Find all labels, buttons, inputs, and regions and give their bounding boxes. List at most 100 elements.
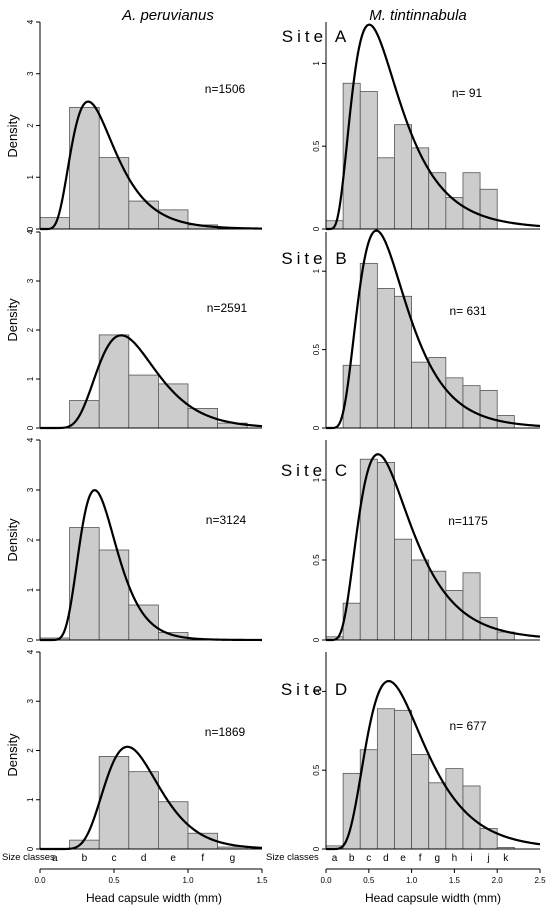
histogram-bar — [428, 782, 447, 850]
histogram-bar — [445, 197, 464, 230]
y-tick-label: 0 — [26, 637, 35, 642]
size-classes-title-right: Size classes — [266, 852, 319, 863]
size-classes-title-left: Size classes — [2, 852, 55, 863]
site-label-a: Site A — [282, 27, 350, 46]
histogram-bar — [411, 754, 430, 850]
size-class-label: c — [366, 853, 371, 864]
x-tick-label: 1.5 — [449, 876, 461, 885]
y-tick-label: 3 — [26, 71, 35, 76]
y-tick-label: 0.5 — [312, 764, 321, 776]
y-axis-label-a: Density — [5, 114, 20, 158]
histogram-bar — [128, 200, 159, 230]
y-tick-label: 0 — [312, 637, 321, 642]
y-tick-label: 0 — [312, 226, 321, 231]
y-tick-label: 0 — [312, 846, 321, 851]
y-tick-label: 1 — [312, 689, 321, 694]
density-curve — [40, 100, 263, 231]
y-tick-label: 4 — [26, 437, 35, 442]
size-class-label: g — [434, 853, 440, 864]
sample-size-label: n= 91 — [452, 86, 483, 100]
density-curve — [326, 679, 541, 851]
y-tick-label: 0 — [312, 425, 321, 430]
size-class-label: d — [383, 853, 389, 864]
panels-layer: 0 1 2 3 4 n=1506 0 0.5 1 n= 91 0 1 2 3 4 n=2591 0 0.5 1 n= … — [26, 19, 546, 885]
size-class-label: a — [332, 853, 338, 864]
density-curve — [326, 453, 541, 642]
panel-b-left: 0 1 2 3 4 n=2591 — [26, 229, 263, 430]
sample-size-label: n=1869 — [205, 725, 246, 739]
y-tick-label: 1 — [312, 61, 321, 66]
histogram-bar — [69, 106, 100, 230]
panel-d-left: 0 1 2 3 4 n=1869 a b c d e f g 0.0 0.5 1.0 1.5 — [26, 649, 268, 885]
density-curve — [326, 229, 541, 430]
histogram-bar — [128, 374, 159, 429]
size-class-label: f — [419, 853, 422, 864]
histogram-bar — [98, 756, 130, 850]
x-tick-label: 1.5 — [256, 876, 268, 885]
panel-d-right: 0 0.5 1 n= 677 a b c d e f g h i j k 0.0 0.5 1.0 1.5 2.0 2.5 — [312, 652, 546, 885]
panel-c-right: 0 0.5 1 n=1175 — [312, 440, 541, 642]
panel-a-left: 0 1 2 3 4 n=1506 — [26, 19, 263, 231]
y-tick-label: 3 — [26, 278, 35, 283]
y-tick-label: 1 — [26, 376, 35, 381]
y-tick-label: 4 — [26, 229, 35, 234]
x-tick-label: 1.0 — [182, 876, 194, 885]
histogram-bar — [342, 772, 361, 850]
histogram-bar — [98, 334, 130, 429]
histogram-bar — [394, 538, 413, 641]
x-tick-label: 2.0 — [492, 876, 504, 885]
sample-size-label: n=1175 — [448, 514, 488, 528]
left-column-title: A. peruvianus — [121, 7, 214, 24]
histogram-bar — [376, 157, 395, 230]
size-class-label: c — [112, 853, 117, 864]
x-tick-label: 1.0 — [406, 876, 418, 885]
density-curve — [326, 23, 541, 231]
x-tick-label: 0.0 — [34, 876, 46, 885]
size-class-label: b — [82, 853, 88, 864]
histogram-bar — [445, 768, 464, 850]
histogram-bar — [359, 458, 378, 641]
x-axis-label-left: Head capsule width (mm) — [86, 891, 222, 905]
x-tick-label: 0.5 — [363, 876, 375, 885]
y-tick-label: 2 — [26, 537, 35, 542]
size-class-label: e — [170, 853, 176, 864]
size-class-label: h — [452, 853, 458, 864]
histogram-bar — [411, 361, 430, 429]
y-tick-label: 4 — [26, 649, 35, 654]
x-tick-label: 2.5 — [534, 876, 546, 885]
sample-size-label: n= 631 — [449, 304, 486, 318]
histogram-bar — [411, 147, 430, 230]
y-tick-label: 0.5 — [312, 140, 321, 152]
y-tick-label: 2 — [26, 327, 35, 332]
histogram-bar — [128, 604, 159, 641]
y-tick-label: 0 — [26, 846, 35, 851]
size-class-label: j — [487, 853, 490, 864]
y-tick-label: 3 — [26, 698, 35, 703]
x-axis-label-right: Head capsule width (mm) — [365, 891, 501, 905]
sample-size-label: n=2591 — [207, 301, 248, 315]
y-axis-label-d: Density — [5, 733, 20, 777]
histogram-bar — [411, 559, 430, 641]
y-tick-label: 2 — [26, 123, 35, 128]
y-tick-label: 0 — [26, 226, 35, 231]
histogram-bar — [394, 124, 413, 230]
histogram-bar — [462, 572, 481, 641]
y-tick-label: 4 — [26, 19, 35, 24]
y-tick-label: 0 — [26, 425, 35, 430]
histogram-bar — [394, 709, 413, 850]
y-tick-label: 0.5 — [312, 343, 321, 355]
histogram-bar — [376, 708, 395, 850]
histogram-bar — [479, 188, 498, 230]
panel-a-right: 0 0.5 1 n= 91 — [312, 22, 541, 231]
density-curve — [40, 745, 263, 851]
histogram-bar — [376, 288, 395, 429]
y-tick-label: 1 — [26, 587, 35, 592]
size-class-label: b — [349, 853, 355, 864]
y-tick-label: 2 — [26, 748, 35, 753]
site-label-d: Site D — [281, 680, 351, 699]
density-curve — [40, 334, 263, 430]
histogram-bar — [359, 262, 378, 429]
y-tick-label: 1 — [312, 477, 321, 482]
y-tick-label: 1 — [26, 174, 35, 179]
